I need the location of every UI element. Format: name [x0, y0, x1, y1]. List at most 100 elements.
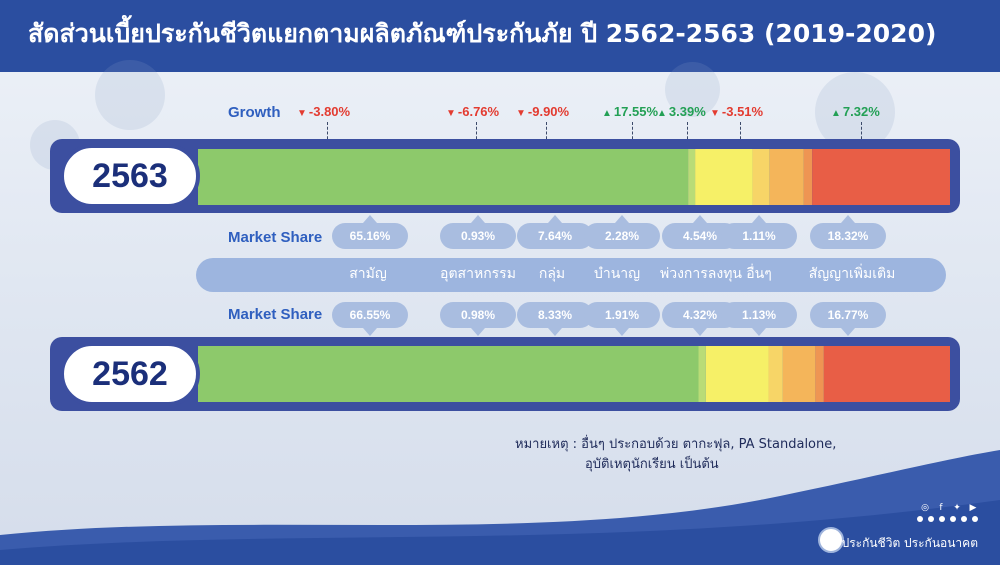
- year-text-2562: 2562: [92, 354, 168, 393]
- callout-pointer: [548, 215, 562, 223]
- growth-leader-line: [740, 122, 741, 144]
- callout-pointer: [752, 215, 766, 223]
- instagram-icon[interactable]: ◎: [921, 503, 929, 513]
- footnote-line-2: อุบัติเหตุนักเรียน เป็นต้น: [585, 457, 719, 472]
- market-share-value-2562: 1.13%: [721, 302, 797, 328]
- background-decoration: [815, 72, 895, 152]
- callout-pointer: [615, 328, 629, 336]
- header-bar: สัดส่วนเบี้ยประกันชีวิตแยกตามผลิตภัณฑ์ปร…: [0, 0, 1000, 72]
- category-label: บำนาญ: [593, 266, 641, 282]
- twitter-icon[interactable]: ✦: [953, 503, 961, 513]
- page-title: สัดส่วนเบี้ยประกันชีวิตแยกตามผลิตภัณฑ์ปร…: [28, 19, 937, 48]
- market-share-value-2563: 0.93%: [440, 223, 516, 249]
- triangle-up-icon: ▲: [831, 108, 841, 119]
- bar-segment-2563-0: [198, 149, 689, 205]
- bar-segment-2563-1: [688, 149, 696, 205]
- callout-pointer: [693, 215, 707, 223]
- category-label: สัญญาเพิ่มเติม: [808, 266, 896, 282]
- growth-leader-line: [546, 122, 547, 144]
- bar-segment-2562-1: [698, 346, 706, 402]
- callout-pointer: [615, 215, 629, 223]
- callout-pointer: [471, 215, 485, 223]
- callout-pointer: [752, 328, 766, 336]
- growth-text: 7.32%: [842, 104, 880, 119]
- bar-segment-2563-2: [695, 149, 753, 205]
- callout-pointer: [363, 215, 377, 223]
- footer-wave: [0, 450, 1000, 565]
- year-label-2562: 2562: [60, 342, 200, 406]
- year-text-2563: 2563: [92, 156, 168, 195]
- background-decoration: [95, 60, 165, 130]
- category-label: อื่นๆ: [746, 266, 772, 282]
- bar-segment-2562-0: [198, 346, 699, 402]
- triangle-down-icon: ▼: [516, 108, 526, 119]
- category-band: [196, 258, 946, 292]
- footnote: หมายเหตุ : อื่นๆ ประกอบด้วย ตากะฟุล, PA …: [515, 435, 875, 475]
- callout-pointer: [363, 328, 377, 336]
- market-share-value-2562: 66.55%: [332, 302, 408, 328]
- market-share-value-2563: 1.11%: [721, 223, 797, 249]
- brand-seal-icon: [818, 527, 844, 553]
- bar-segment-2562-5: [815, 346, 824, 402]
- bar-segment-2563-6: [812, 149, 950, 205]
- callout-pointer: [471, 328, 485, 336]
- market-share-value-2563: 7.64%: [517, 223, 593, 249]
- growth-text: 17.55%: [613, 104, 658, 119]
- category-label: พ่วงการลงทุน: [660, 266, 742, 282]
- growth-leader-line: [632, 122, 633, 144]
- stacked-bar-2563: [198, 149, 950, 205]
- brand-text: ประกันชีวิต ประกันอนาคต: [841, 536, 978, 550]
- market-share-value-2562: 16.77%: [810, 302, 886, 328]
- year-label-2563: 2563: [60, 144, 200, 208]
- bar-segment-2562-4: [782, 346, 816, 402]
- decorative-dots: [917, 516, 978, 522]
- bar-segment-2563-4: [769, 149, 804, 205]
- category-label: กลุ่ม: [538, 266, 566, 282]
- growth-label: Growth: [228, 104, 281, 121]
- growth-text: -6.76%: [457, 104, 500, 119]
- callout-pointer: [548, 328, 562, 336]
- footnote-line-1: หมายเหตุ : อื่นๆ ประกอบด้วย ตากะฟุล, PA …: [515, 437, 837, 452]
- triangle-up-icon: ▲: [602, 108, 612, 119]
- growth-value: ▼ -3.80%: [297, 104, 350, 119]
- market-share-value-2563: 2.28%: [584, 223, 660, 249]
- bar-segment-2563-3: [752, 149, 770, 205]
- stacked-bar-2562: [198, 346, 950, 402]
- triangle-down-icon: ▼: [297, 108, 307, 119]
- market-share-value-2563: 18.32%: [810, 223, 886, 249]
- growth-text: 3.39%: [668, 104, 706, 119]
- growth-value: ▼ -9.90%: [516, 104, 569, 119]
- growth-leader-line: [687, 122, 688, 144]
- market-share-label-2563: Market Share: [228, 229, 323, 246]
- growth-leader-line: [861, 122, 862, 144]
- youtube-icon[interactable]: ▶: [969, 503, 977, 513]
- triangle-down-icon: ▼: [710, 108, 720, 119]
- facebook-icon[interactable]: f: [939, 503, 943, 513]
- background-decoration: [665, 62, 720, 117]
- growth-text: -9.90%: [527, 104, 570, 119]
- growth-value: ▼ -6.76%: [446, 104, 499, 119]
- bar-segment-2563-5: [803, 149, 813, 205]
- growth-value: ▲ 17.55%: [602, 104, 658, 119]
- callout-pointer: [841, 328, 855, 336]
- growth-leader-line: [327, 122, 328, 144]
- market-share-value-2562: 1.91%: [584, 302, 660, 328]
- category-label: สามัญ: [349, 266, 387, 282]
- social-icons: ◎ f ✦ ▶: [920, 503, 978, 513]
- market-share-value-2562: 0.98%: [440, 302, 516, 328]
- bar-segment-2562-3: [768, 346, 783, 402]
- footer-brand: ◎ f ✦ ▶ ประกันชีวิต ประกันอนาคต: [818, 503, 978, 553]
- market-share-value-2562: 8.33%: [517, 302, 593, 328]
- bar-segment-2562-2: [705, 346, 769, 402]
- growth-value: ▼ -3.51%: [710, 104, 763, 119]
- growth-value: ▲ 7.32%: [831, 104, 880, 119]
- market-share-value-2563: 65.16%: [332, 223, 408, 249]
- triangle-up-icon: ▲: [657, 108, 667, 119]
- growth-leader-line: [476, 122, 477, 144]
- triangle-down-icon: ▼: [446, 108, 456, 119]
- category-label: อุตสาหกรรม: [440, 266, 516, 282]
- growth-text: -3.51%: [721, 104, 764, 119]
- callout-pointer: [693, 328, 707, 336]
- market-share-label-2562: Market Share: [228, 306, 323, 323]
- growth-value: ▲ 3.39%: [657, 104, 706, 119]
